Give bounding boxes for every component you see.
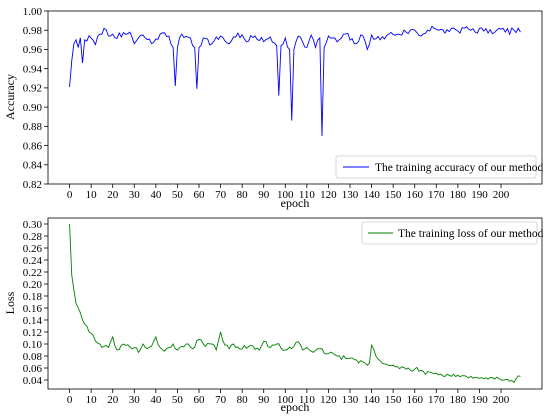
loss-y-tick-label: 0.26 xyxy=(23,243,43,255)
loss-x-tick-label: 120 xyxy=(320,394,337,406)
accuracy-plot-frame xyxy=(47,10,543,185)
loss-x-tick-label: 40 xyxy=(150,394,162,406)
loss-y-tick-label: 0.06 xyxy=(23,363,43,375)
loss-x-tick-label: 100 xyxy=(277,394,294,406)
accuracy-x-tick-label: 100 xyxy=(277,189,294,201)
loss-x-ticks: 0 10 20 30 40 50 60 70 80 90 100 110 120 130 140 150 160… xyxy=(67,389,510,406)
accuracy-x-tick-label: 200 xyxy=(493,189,510,201)
loss-y-tick-label: 0.14 xyxy=(23,315,43,327)
loss-y-tick-label: 0.28 xyxy=(23,231,43,243)
accuracy-legend-box xyxy=(335,155,537,179)
accuracy-y-tick-label: 0.86 xyxy=(23,140,43,152)
loss-x-tick-label: 130 xyxy=(342,394,359,406)
accuracy-y-tick-label: 0.92 xyxy=(23,83,42,95)
loss-y-tick-label: 0.20 xyxy=(23,279,43,291)
accuracy-x-axis-label: epoch xyxy=(281,196,310,210)
accuracy-series-line xyxy=(69,25,521,136)
loss-legend-box xyxy=(361,221,538,245)
accuracy-x-tick-label: 50 xyxy=(172,189,184,201)
loss-legend-label: The training loss of our method xyxy=(398,228,544,240)
accuracy-x-tick-label: 30 xyxy=(129,189,141,201)
accuracy-y-tick-label: 0.90 xyxy=(23,102,43,114)
accuracy-x-tick-label: 120 xyxy=(320,189,337,201)
loss-x-tick-label: 110 xyxy=(299,394,316,406)
accuracy-x-tick-label: 190 xyxy=(471,189,488,201)
loss-x-tick-label: 190 xyxy=(471,394,488,406)
accuracy-y-ticks: 0.82 0.84 0.86 0.88 0.90 0.92 0.94 0.96 0.98 1.00 xyxy=(23,6,48,191)
loss-x-tick-label: 180 xyxy=(450,394,467,406)
accuracy-x-tick-label: 60 xyxy=(194,189,206,201)
loss-y-axis-label: Loss xyxy=(3,291,17,314)
accuracy-x-tick-label: 110 xyxy=(299,189,316,201)
accuracy-y-axis-label: Accuracy xyxy=(3,74,17,120)
accuracy-x-tick-label: 180 xyxy=(450,189,467,201)
accuracy-y-tick-label: 0.94 xyxy=(23,63,43,75)
loss-y-tick-label: 0.04 xyxy=(23,375,43,387)
loss-y-tick-label: 0.18 xyxy=(23,291,43,303)
loss-x-tick-label: 50 xyxy=(172,394,184,406)
accuracy-x-tick-label: 80 xyxy=(237,189,249,201)
loss-x-axis-label: epoch xyxy=(281,400,310,414)
accuracy-x-tick-label: 140 xyxy=(363,189,380,201)
accuracy-x-tick-label: 160 xyxy=(406,189,423,201)
loss-x-tick-label: 170 xyxy=(428,394,445,406)
accuracy-x-tick-label: 90 xyxy=(258,189,270,201)
loss-y-ticks: 0.040.060.080.100.120.140.160.180.200.22… xyxy=(23,219,48,387)
accuracy-x-tick-label: 10 xyxy=(86,189,98,201)
accuracy-x-tick-label: 130 xyxy=(342,189,359,201)
loss-series-line xyxy=(69,223,521,384)
accuracy-x-tick-label: 40 xyxy=(150,189,162,201)
loss-y-tick-label: 0.10 xyxy=(23,339,43,351)
loss-y-tick-label: 0.22 xyxy=(23,267,42,279)
accuracy-x-tick-label: 170 xyxy=(428,189,445,201)
accuracy-y-tick-label: 0.96 xyxy=(23,44,43,56)
accuracy-legend-label: The training accuracy of our method xyxy=(375,162,544,174)
loss-x-tick-label: 150 xyxy=(385,394,402,406)
loss-x-tick-label: 70 xyxy=(215,394,227,406)
loss-x-tick-label: 20 xyxy=(107,394,119,406)
loss-x-tick-label: 140 xyxy=(363,394,380,406)
loss-x-tick-label: 80 xyxy=(237,394,249,406)
loss-y-tick-label: 0.30 xyxy=(23,219,43,231)
accuracy-y-tick-label: 0.82 xyxy=(23,179,42,191)
loss-x-tick-label: 90 xyxy=(258,394,270,406)
loss-plot-frame xyxy=(47,217,543,390)
accuracy-x-tick-label: 70 xyxy=(215,189,227,201)
accuracy-y-tick-label: 1.00 xyxy=(23,6,43,18)
loss-chart: 0.040.060.080.100.120.140.160.180.200.22… xyxy=(3,217,544,414)
loss-y-tick-label: 0.16 xyxy=(23,303,43,315)
accuracy-y-tick-label: 0.84 xyxy=(23,160,43,172)
loss-y-tick-label: 0.08 xyxy=(23,351,43,363)
accuracy-legend: The training accuracy of our method xyxy=(335,155,544,179)
accuracy-y-tick-label: 0.88 xyxy=(23,121,43,133)
accuracy-x-tick-label: 0 xyxy=(67,189,73,201)
accuracy-x-ticks: 0 10 20 30 40 50 60 70 80 90 100 110 120 130 140 150 160… xyxy=(67,184,510,201)
loss-x-tick-label: 30 xyxy=(129,394,141,406)
accuracy-x-tick-label: 150 xyxy=(385,189,402,201)
loss-x-tick-label: 10 xyxy=(86,394,98,406)
accuracy-chart: 0.82 0.84 0.86 0.88 0.90 0.92 0.94 0.96 0.98 1.00… xyxy=(3,6,544,210)
accuracy-y-tick-label: 0.98 xyxy=(23,25,43,37)
loss-x-tick-label: 60 xyxy=(194,394,206,406)
loss-x-tick-label: 0 xyxy=(67,394,73,406)
loss-x-tick-label: 200 xyxy=(493,394,510,406)
accuracy-x-tick-label: 20 xyxy=(107,189,119,201)
loss-y-tick-label: 0.24 xyxy=(23,255,43,267)
loss-x-tick-label: 160 xyxy=(406,394,423,406)
loss-legend: The training loss of our method xyxy=(361,221,544,245)
loss-y-tick-label: 0.12 xyxy=(23,327,42,339)
